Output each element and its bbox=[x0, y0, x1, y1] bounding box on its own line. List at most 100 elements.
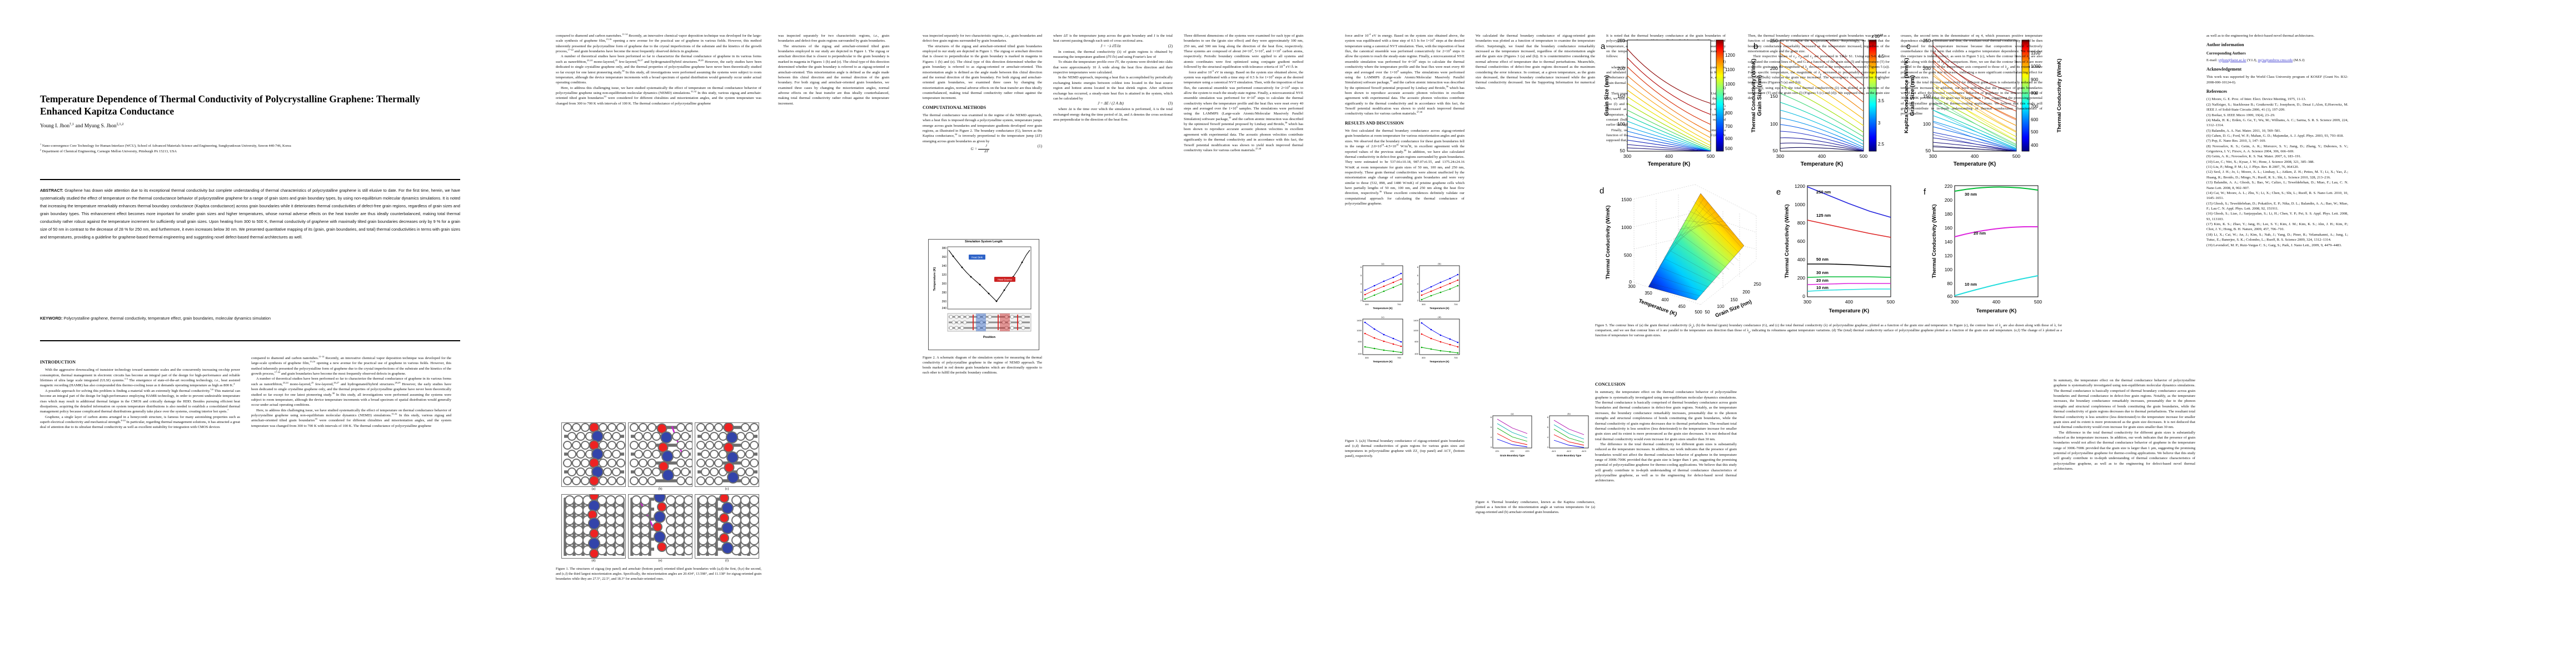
svg-text:Heat Source: Heat Source bbox=[998, 278, 1012, 281]
svg-text:Thermal Conductivity (W/mK): Thermal Conductivity (W/mK) bbox=[1605, 205, 1611, 279]
figure-4-svg: 6 5 4 3 ZZ1 ZZ2 ZZ3 Grain Boundary Type (a) bbox=[1491, 412, 1589, 457]
reference-item: (16) Ghosh, S.; Liao, J.; Sanjaypalan, S… bbox=[2206, 212, 2348, 221]
page3-column-1: was inspected separately for two charact… bbox=[923, 33, 1042, 155]
svg-text:ZZ1: ZZ1 bbox=[1495, 450, 1499, 452]
svg-text:320: 320 bbox=[942, 273, 947, 277]
panel-label-f: (f) bbox=[725, 559, 729, 563]
figure-1-row-zigzag bbox=[561, 422, 759, 487]
svg-text:700: 700 bbox=[2031, 104, 2039, 109]
figure-2: Simulation System Length 380 360 340 320… bbox=[928, 239, 1039, 350]
svg-text:a: a bbox=[1601, 42, 1606, 51]
svg-text:6: 6 bbox=[1361, 266, 1362, 268]
fig5a-svg: a bbox=[1601, 38, 1757, 167]
svg-text:250: 250 bbox=[1770, 38, 1778, 43]
reference-item: (14) Cai, W.; Moore, A. L.; Zhu, Y.; Li,… bbox=[2206, 191, 2348, 201]
svg-text:500: 500 bbox=[1624, 252, 1632, 258]
svg-text:700: 700 bbox=[1725, 124, 1733, 129]
svg-text:5: 5 bbox=[1547, 426, 1549, 429]
keyword-label: KEYWORD: bbox=[40, 316, 63, 321]
p3c2-par-4: In the NEMD approach, imposing a heat fl… bbox=[1053, 76, 1173, 101]
svg-text:600: 600 bbox=[2031, 117, 2039, 122]
svg-text:4: 4 bbox=[1491, 436, 1492, 439]
page1-column-2: compared to diamond and carbon nanotubes… bbox=[251, 355, 451, 429]
svg-text:3: 3 bbox=[1547, 446, 1549, 449]
p3c1-par-1: was inspected separately for two charact… bbox=[923, 34, 1042, 43]
svg-text:100: 100 bbox=[1945, 267, 1952, 272]
svg-text:300: 300 bbox=[1365, 356, 1369, 359]
reference-item: (5) Balandin, A. A. Nat. Mater. 2011, 10… bbox=[2206, 128, 2281, 133]
svg-text:100: 100 bbox=[1770, 121, 1778, 127]
svg-text:80: 80 bbox=[1947, 281, 1953, 286]
svg-text:d: d bbox=[1600, 186, 1604, 196]
page-title: Temperature Dependence of Thermal Conduc… bbox=[40, 93, 420, 117]
svg-text:150: 150 bbox=[1617, 93, 1625, 99]
svg-text:800: 800 bbox=[1797, 220, 1805, 226]
svg-text:200: 200 bbox=[1923, 66, 1931, 71]
svg-text:120: 120 bbox=[1945, 253, 1952, 258]
svg-text:Thermal Conductivity (W/mK): Thermal Conductivity (W/mK) bbox=[2056, 58, 2062, 132]
intro-paragraph-1: With the aggressive downscaling of trans… bbox=[40, 368, 240, 388]
page2-column-2: was inspected separately for two charact… bbox=[778, 33, 889, 106]
figure-5-panel-a: a bbox=[1595, 32, 1762, 174]
svg-text:Grain Boundary Type: Grain Boundary Type bbox=[1500, 454, 1525, 457]
figure-2-title: Simulation System Length bbox=[965, 240, 1003, 243]
col3-paragraph-1: was inspected separately for two charact… bbox=[778, 34, 889, 43]
svg-text:Temperature (K): Temperature (K) bbox=[1638, 298, 1678, 317]
reference-item: (8) Novoselov, K. S.; Geim, A. K.; Moroz… bbox=[2206, 144, 2348, 154]
reference-item: (15) Ghosh, S.; Teweldebrhan, D.; Pokati… bbox=[2206, 201, 2348, 211]
svg-text:ZZ2: ZZ2 bbox=[1510, 450, 1514, 452]
svg-text:400: 400 bbox=[1665, 153, 1673, 159]
equation-1: G = J ΔT (1) bbox=[923, 144, 1042, 155]
svg-text:150: 150 bbox=[1730, 297, 1738, 302]
svg-text:Grain Size (nm): Grain Size (nm) bbox=[1910, 75, 1916, 116]
svg-text:b: b bbox=[1753, 42, 1758, 51]
svg-text:180: 180 bbox=[1945, 211, 1952, 217]
figure-3-panel-a: 6 5 4 3 2 300 700 Temperature (K) (a) bbox=[1361, 262, 1403, 310]
figure-3-svg: 6 5 4 3 2 300 700 Temperature (K) (a) bbox=[1357, 262, 1460, 363]
svg-text:6: 6 bbox=[1547, 416, 1549, 419]
reference-item: (12) Seol, J. H.; Jo, I.; Moore, A. L.; … bbox=[2206, 170, 2348, 180]
lattice-d-svg bbox=[562, 495, 625, 558]
svg-text:6: 6 bbox=[1491, 416, 1492, 419]
svg-text:10 nm: 10 nm bbox=[1816, 285, 1828, 290]
email-link-1[interactable]: yijhon@kaist.ac.kr bbox=[2218, 58, 2246, 62]
svg-text:350: 350 bbox=[1645, 291, 1652, 296]
svg-text:1200: 1200 bbox=[1725, 53, 1735, 58]
email-link-2[interactable]: mj3a@andrew.cmu.edu bbox=[2258, 58, 2293, 62]
heading-computational-methods: COMPUTATIONAL METHODS bbox=[923, 104, 986, 110]
svg-text:50: 50 bbox=[1705, 310, 1710, 315]
lattice-panel-d bbox=[561, 494, 626, 559]
heading-corresponding-authors: Corresponding Authors bbox=[2206, 51, 2246, 56]
svg-text:Temperature (K): Temperature (K) bbox=[1429, 307, 1449, 310]
figure-5-panel-d: d bbox=[1595, 177, 1773, 321]
svg-text:700: 700 bbox=[1454, 303, 1458, 306]
p3c2-par-2: In contrast, the thermal conductivity (λ… bbox=[1053, 49, 1173, 59]
svg-text:300: 300 bbox=[1365, 303, 1369, 306]
svg-text:250 nm: 250 nm bbox=[1816, 190, 1831, 195]
svg-text:1400: 1400 bbox=[1413, 319, 1419, 322]
p5c6-par-2: To see the total thermal conductivity fo… bbox=[1901, 81, 2042, 116]
figure-5-panel-f: f 220 200 180 160 140 120 100 80 60 300 … bbox=[1920, 177, 2059, 321]
heading-introduction: INTRODUCTION bbox=[40, 360, 76, 365]
abstract-label: ABSTRACT: bbox=[40, 188, 63, 193]
page3-column-2: where ΔT is the temperature jump across … bbox=[1053, 33, 1173, 122]
svg-text:60: 60 bbox=[1947, 293, 1953, 299]
svg-text:300: 300 bbox=[1422, 356, 1426, 359]
svg-text:50: 50 bbox=[1926, 148, 1931, 153]
reference-item: (17) Kim, K. S.; Zhao, Y.; Jang, H.; Lee… bbox=[2206, 222, 2348, 232]
lattice-panel-c bbox=[695, 422, 759, 487]
svg-text:Grain Size (nm): Grain Size (nm) bbox=[1604, 75, 1610, 116]
svg-text:Temperature (K): Temperature (K) bbox=[1801, 161, 1843, 167]
panel-label-e: (e) bbox=[658, 559, 662, 563]
reference-item: (2) Naffziger, S.; Stackhouse B.; Grutko… bbox=[2206, 102, 2348, 112]
heading-conclusion: CONCLUSION bbox=[1595, 382, 1626, 387]
page-3: was inspected separately for two charact… bbox=[911, 0, 1334, 667]
svg-text:200: 200 bbox=[1770, 66, 1778, 71]
svg-text:6: 6 bbox=[1417, 266, 1419, 268]
p5c5-par-2: Their respective values of c1, c2, and c… bbox=[1748, 54, 1890, 85]
lattice-panel-b bbox=[628, 422, 692, 487]
figure-1-labels-bottom: (d) (e) (f) bbox=[561, 559, 759, 563]
svg-text:4: 4 bbox=[1878, 76, 1881, 81]
keyword-body: Polycrystalline graphene, thermal conduc… bbox=[62, 316, 271, 321]
p4c2-par-1: We calculated the thermal boundary condu… bbox=[1476, 34, 1595, 90]
